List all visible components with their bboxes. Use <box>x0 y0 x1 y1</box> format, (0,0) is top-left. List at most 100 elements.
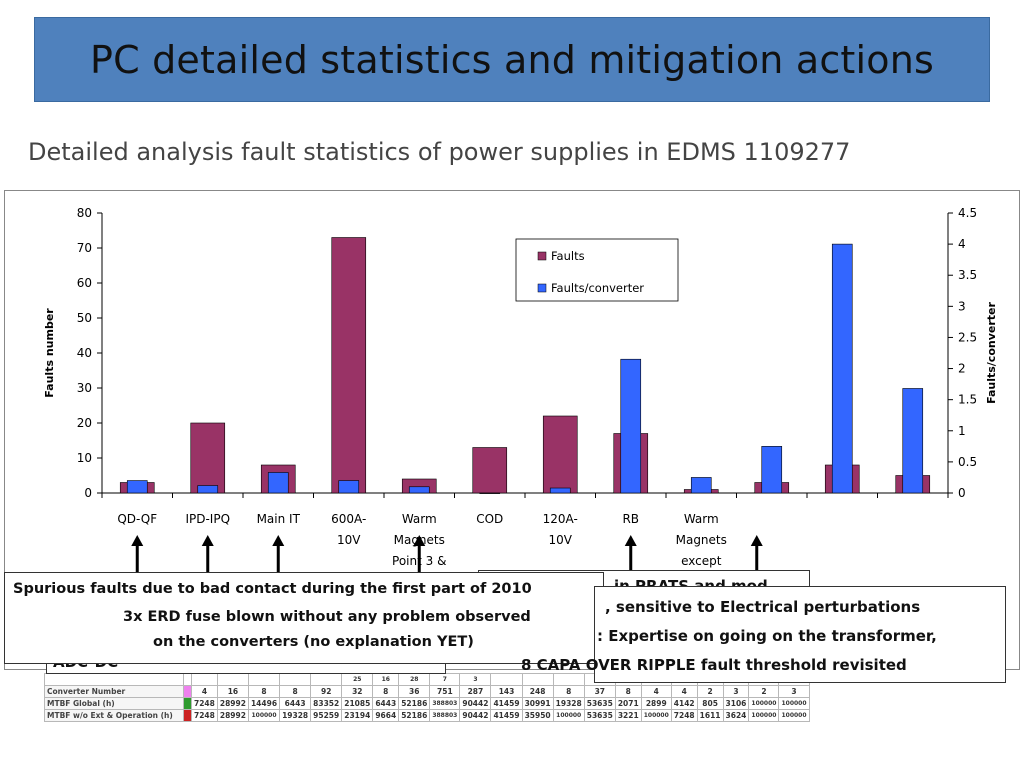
table-cell: 4 <box>640 685 672 698</box>
left-tick-label: 80 <box>77 206 92 220</box>
table-row-swatch <box>183 685 192 698</box>
table-cell: 23194 <box>341 709 374 722</box>
table-cell: 805 <box>696 697 724 710</box>
table-cell: 8 <box>372 685 400 698</box>
faults-bar <box>542 415 578 494</box>
callout-arrow-head <box>201 535 214 546</box>
callout-right-line-3: 8 CAPA OVER RIPPLE fault threshold revis… <box>521 656 907 674</box>
category-label: RB <box>622 512 639 526</box>
y2-axis-title: Faults/converter <box>985 302 998 404</box>
table-cell: 8 <box>614 685 642 698</box>
left-tick-label: 70 <box>77 241 92 255</box>
table-cell-empty <box>44 673 184 686</box>
table-row-swatch <box>183 697 192 710</box>
table-cell: 19328 <box>279 709 312 722</box>
table-cell: 28 <box>398 673 431 686</box>
table-row-label: MTBF w/o Ext & Operation (h) <box>44 709 184 722</box>
table-cell: 100000 <box>552 709 585 722</box>
chart-frame: 0 10 20 30 40 50 60 70 80 0 0.5 1 1.5 2 2.5 3 3.5 4 4.5 Fau… <box>4 190 1020 670</box>
table-cell: 21085 <box>341 697 374 710</box>
faults-bar <box>331 237 367 494</box>
table-cell: 248 <box>521 685 554 698</box>
callout-left-front: Spurious faults due to bad contact durin… <box>4 572 604 664</box>
table-cell: 3 <box>778 685 810 698</box>
faults-bar <box>472 447 508 494</box>
legend-label-faults-per-converter: Faults/converter <box>551 281 644 295</box>
category-label: COD <box>476 512 503 526</box>
table-cell: 2071 <box>614 697 642 710</box>
table-cell <box>521 673 554 686</box>
right-tick-label: 0 <box>958 486 966 500</box>
table-cell: 4 <box>670 685 698 698</box>
table-row-swatch <box>183 709 192 722</box>
faults-per-converter-bar <box>831 243 853 494</box>
table-cell: 6443 <box>372 697 400 710</box>
table-cell: 28992 <box>216 709 249 722</box>
table-cell: 37 <box>583 685 616 698</box>
table-cell: 14496 <box>247 697 281 710</box>
table-cell: 8 <box>552 685 585 698</box>
category-label: Main IT <box>257 512 301 526</box>
left-tick-label: 20 <box>77 416 92 430</box>
faults-bar <box>190 422 226 494</box>
table-cell: 19328 <box>552 697 585 710</box>
table-cell: 388803 <box>429 709 461 722</box>
callout-arrow-head <box>272 535 285 546</box>
table-cell: 100000 <box>778 709 810 722</box>
left-tick-label: 0 <box>84 486 92 500</box>
table-cell: 28992 <box>216 697 249 710</box>
table-cell: 143 <box>490 685 523 698</box>
table-cell: 751 <box>429 685 461 698</box>
table-cell: 2899 <box>640 697 672 710</box>
table-cell: 100000 <box>748 697 780 710</box>
table-cell: 6443 <box>279 697 312 710</box>
faults-per-converter-bar <box>690 477 712 494</box>
table-cell: 90442 <box>459 697 492 710</box>
table-cell: 3624 <box>722 709 750 722</box>
left-tick-label: 50 <box>77 311 92 325</box>
table-cell: 2 <box>748 685 780 698</box>
table-cell <box>191 673 218 686</box>
right-tick-label: 3 <box>958 299 966 313</box>
table-cell: 53635 <box>583 697 616 710</box>
table-cell: 16 <box>216 685 249 698</box>
table-cell: 8 <box>247 685 281 698</box>
table-cell: 7248 <box>670 709 698 722</box>
faults-per-converter-bar <box>549 487 571 494</box>
faults-per-converter-bar <box>126 480 148 494</box>
left-tick-label: 10 <box>77 451 92 465</box>
faults-per-converter-bar <box>267 472 289 494</box>
table-cell <box>552 673 585 686</box>
faults-per-converter-bar <box>197 485 219 494</box>
y-axis-title: Faults number <box>43 308 56 398</box>
category-label: IPD-IPQ <box>185 512 230 526</box>
callout-arrow-head <box>624 535 637 546</box>
fault-statistics-chart: 0 10 20 30 40 50 60 70 80 0 0.5 1 1.5 2 2.5 3 3.5 4 4.5 Fau… <box>43 206 998 581</box>
right-tick-label: 3.5 <box>958 268 977 282</box>
table-cell: 1611 <box>696 709 724 722</box>
category-label: Warm <box>684 512 719 526</box>
category-label: 10V <box>549 533 573 547</box>
callout-right-line-1: , sensitive to Electrical perturbations <box>605 598 921 616</box>
table-cell: 36 <box>398 685 431 698</box>
right-tick-label: 4 <box>958 237 966 251</box>
table-cell: 25 <box>341 673 374 686</box>
legend-swatch-faults-per-converter <box>537 283 547 293</box>
right-tick-label: 1.5 <box>958 393 977 407</box>
table-cell: 8 <box>279 685 312 698</box>
table-cell: 41459 <box>490 697 523 710</box>
right-tick-label: 2 <box>958 362 966 376</box>
category-label: Magnets <box>676 533 727 547</box>
left-tick-label: 60 <box>77 276 92 290</box>
callout-left-line-1: Spurious faults due to bad contact durin… <box>13 581 532 597</box>
category-label: except <box>681 554 722 568</box>
table-cell: 100000 <box>640 709 672 722</box>
callout-right-line-2: : Expertise on going on the transformer, <box>597 627 937 645</box>
table-cell: 7248 <box>191 709 218 722</box>
table-cell: 3 <box>722 685 750 698</box>
callout-arrow-head <box>750 535 763 546</box>
category-label: 10V <box>337 533 361 547</box>
callout-right-front: , sensitive to Electrical perturbations … <box>521 586 1006 683</box>
table-cell: 4 <box>191 685 218 698</box>
callout-left-line-3: on the converters (no explanation YET) <box>153 634 474 650</box>
